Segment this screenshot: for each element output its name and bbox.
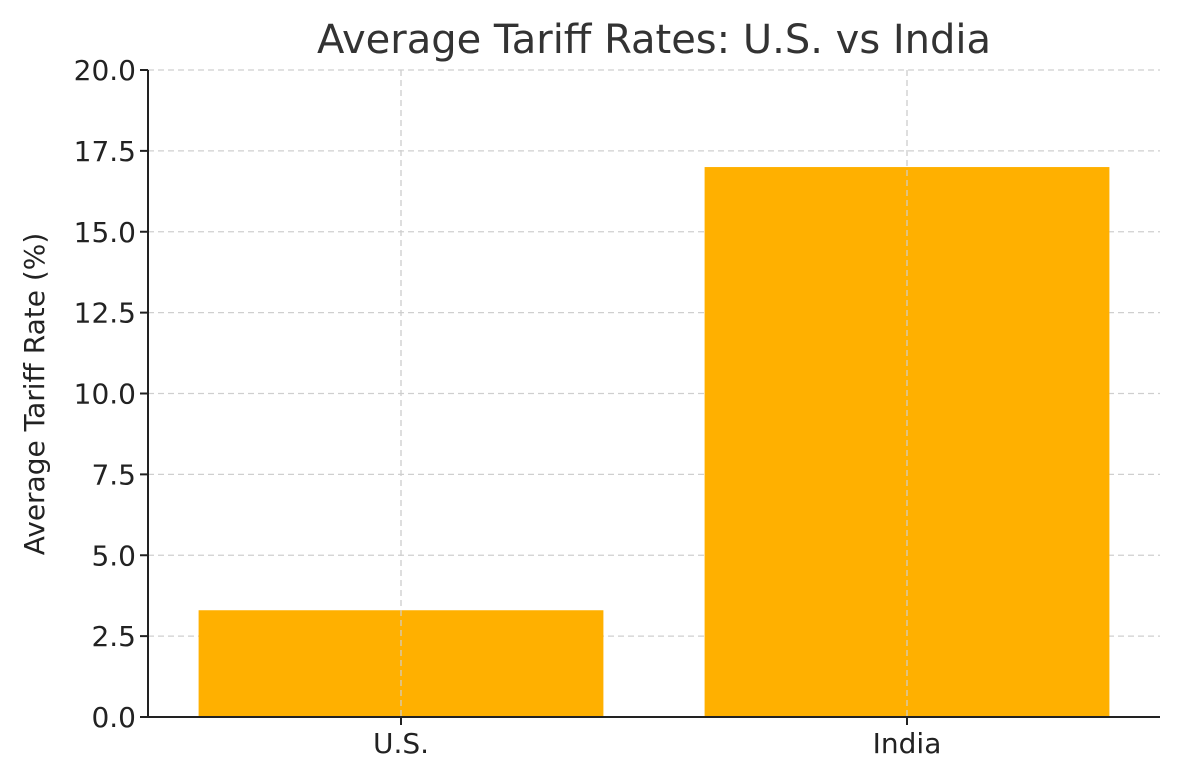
y-tick-label: 10.0 [74,378,136,411]
y-axis-label: Average Tariff Rate (%) [18,233,51,556]
y-tick-label: 12.5 [74,297,136,330]
x-tick-layer: U.S. India [373,717,941,760]
y-tick-label: 7.5 [91,458,136,491]
y-tick-label: 20.0 [74,54,136,87]
bar-layer [198,70,1110,718]
y-tick-label: 15.0 [74,216,136,249]
y-tick-label: 17.5 [74,135,136,168]
y-tick-label: 0.0 [91,701,136,734]
x-tick-label: India [873,727,942,760]
y-tick-layer: 0.0 2.5 5.0 7.5 10.0 12.5 15.0 17.5 20.0 [74,54,148,734]
x-tick-label: U.S. [373,727,429,760]
y-tick-label: 5.0 [91,539,136,572]
y-tick-label: 2.5 [91,620,136,653]
chart-title: Average Tariff Rates: U.S. vs India [317,17,991,63]
